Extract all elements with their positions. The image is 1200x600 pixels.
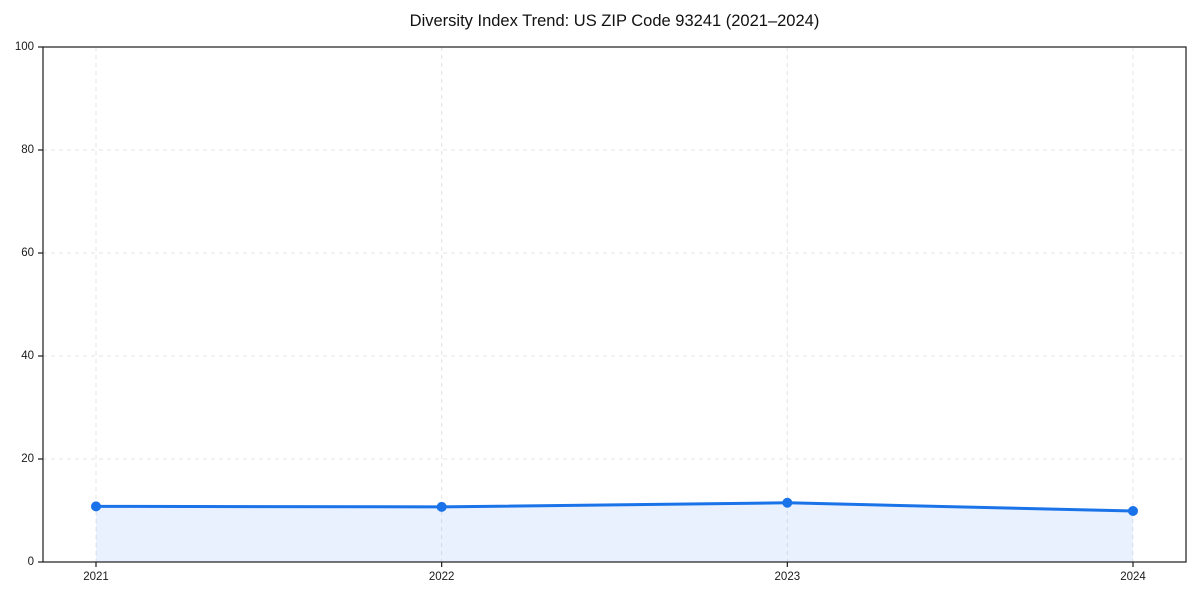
y-tick-label: 80 [21,144,34,156]
x-tick-label: 2023 [775,571,801,583]
area-fill [96,502,1133,562]
data-point-marker [1128,506,1138,517]
y-tick-label: 100 [15,41,34,53]
y-tick-label: 20 [21,453,34,465]
y-tick-label: 40 [21,350,34,362]
plot-border [42,46,1187,563]
x-tick-label: 2022 [429,571,455,583]
x-tick-label: 2021 [83,571,109,583]
y-tick-label: 60 [21,247,34,259]
y-tick-label: 0 [28,556,34,568]
chart-title: Diversity Index Trend: US ZIP Code 93241… [409,12,820,30]
x-tick-label: 2024 [1120,571,1146,583]
trend-line [94,501,1135,513]
data-point-marker [91,501,101,512]
data-point-marker [436,501,447,512]
data-point-marker [782,497,793,508]
